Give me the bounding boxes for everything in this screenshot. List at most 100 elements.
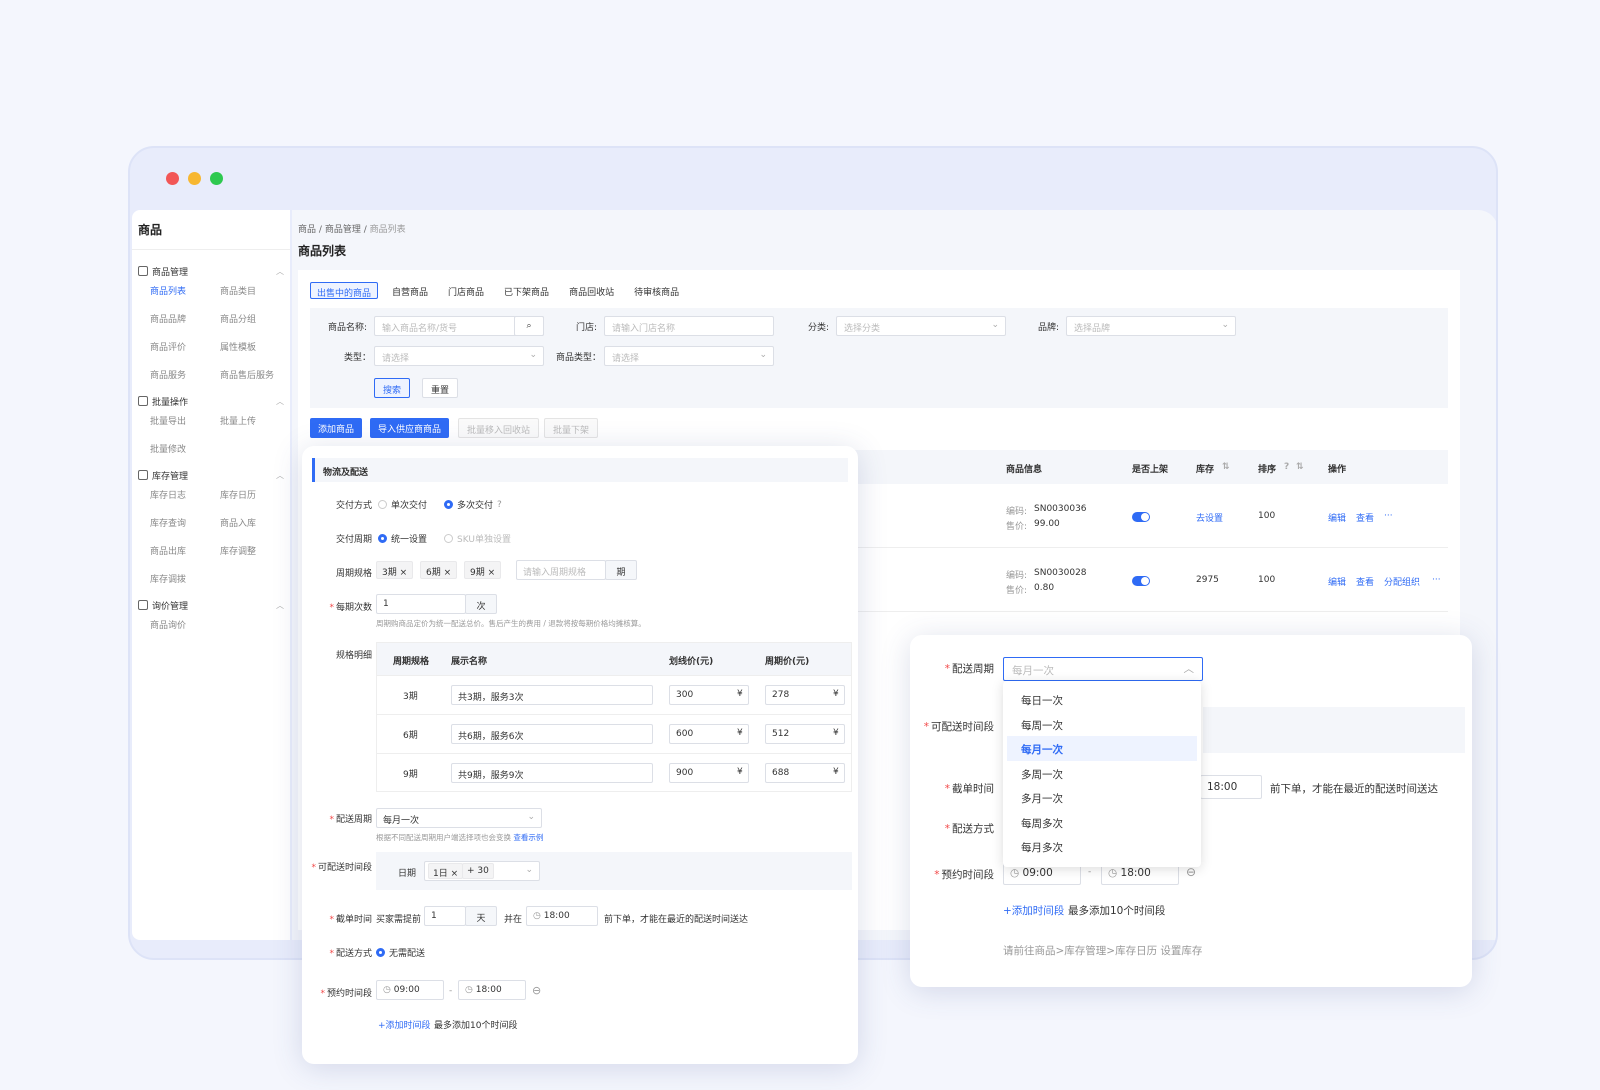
display-name-input[interactable]: 共6期，服务6次 (451, 724, 653, 744)
add-slot-link[interactable]: +添加时间段 (378, 1021, 431, 1031)
sidebar-item[interactable]: 商品品牌 (150, 315, 187, 325)
sidebar-item[interactable]: 批量导出 (150, 417, 187, 427)
sidebar-group-goods[interactable]: 商品管理 ︿ (132, 262, 290, 280)
sort-icon[interactable]: ⇅ (1296, 462, 1304, 472)
cycle-price-input[interactable]: 278 (765, 685, 845, 705)
remove-icon[interactable]: ⊖ (532, 984, 542, 997)
sort-icon[interactable]: ⇅ (1222, 462, 1230, 472)
sidebar-item[interactable]: 商品服务 (150, 371, 187, 381)
view-link[interactable]: 查看 (1356, 514, 1375, 524)
view-example-link[interactable]: 查看示例 (513, 833, 544, 842)
sidebar-item[interactable]: 批量上传 (220, 417, 257, 427)
search-icon[interactable]: ⌕ (514, 316, 544, 336)
sidebar-group-batch[interactable]: 批量操作 ︿ (132, 392, 290, 410)
cutoff-time-input[interactable]: ◷ 18:00 (526, 906, 598, 926)
edit-link[interactable]: 编辑 (1328, 514, 1347, 524)
clock-icon: ◷ (1010, 867, 1020, 879)
listing-toggle[interactable] (1132, 576, 1150, 586)
tab-store[interactable]: 门店商品 (448, 288, 485, 298)
spec-tag[interactable]: 6期 × (420, 561, 458, 579)
batch-offshelf-button[interactable]: 批量下架 (544, 418, 599, 438)
sidebar-item[interactable]: 批量修改 (150, 445, 187, 455)
maximize-dot[interactable] (210, 172, 223, 185)
add-slot-link[interactable]: +添加时间段 (1003, 905, 1065, 917)
cutoff-days-input[interactable]: 1 (424, 906, 466, 926)
close-icon[interactable]: × (487, 568, 496, 578)
sidebar-group-stock[interactable]: 库存管理 ︿ (132, 466, 290, 484)
close-icon[interactable]: × (443, 568, 452, 578)
spec-input[interactable]: 请输入周期规格 (516, 560, 606, 580)
single-delivery-radio[interactable]: 单次交付 (378, 498, 427, 511)
dropdown-option[interactable]: 每月多次 (1021, 842, 1063, 854)
sidebar-item[interactable]: 库存查询 (150, 519, 187, 529)
dropdown-option[interactable]: 每周多次 (1021, 817, 1063, 830)
sidebar-item[interactable]: 商品列表 (150, 287, 187, 297)
dropdown-option[interactable]: 多周一次 (1021, 768, 1063, 781)
brand-select[interactable]: 选择品牌 ⌄ (1066, 316, 1236, 336)
display-name-input[interactable]: 共3期，服务3次 (451, 685, 653, 705)
dropdown-option-selected[interactable]: 每月一次 (1007, 736, 1197, 761)
search-button[interactable]: 搜索 (374, 378, 411, 398)
sku-radio[interactable]: SKU单独设置 (444, 532, 511, 545)
sidebar-item[interactable]: 商品出库 (150, 547, 187, 557)
sidebar-item[interactable]: 库存调整 (220, 547, 257, 557)
dropdown-option[interactable]: 每日一次 (1021, 695, 1063, 707)
spec-tag[interactable]: 3期 × (376, 561, 414, 579)
period-select[interactable]: 每月一次 ︿ (1003, 657, 1203, 681)
period-select[interactable]: 每月一次 ⌄ (376, 808, 542, 828)
cycle-price-input[interactable]: 688 (765, 763, 845, 783)
edit-link[interactable]: 编辑 (1328, 578, 1347, 588)
no-ship-radio[interactable]: 无需配送 (376, 946, 425, 959)
spec-tag[interactable]: 9期 × (464, 561, 502, 579)
view-link[interactable]: 查看 (1356, 578, 1375, 588)
display-name-input[interactable]: 共9期，服务9次 (451, 763, 653, 783)
date-select[interactable]: 1日 × + 30 ⌄ (424, 861, 540, 881)
listing-toggle[interactable] (1132, 512, 1150, 522)
sidebar-item[interactable]: 商品类目 (220, 287, 257, 297)
product-type-select[interactable]: 请选择 ⌄ (604, 346, 774, 366)
import-supplier-button[interactable]: 导入供应商商品 (370, 418, 450, 438)
close-dot[interactable] (166, 172, 179, 185)
assign-org-link[interactable]: 分配组织 (1384, 578, 1421, 588)
tab-off-shelf[interactable]: 已下架商品 (504, 288, 550, 298)
sidebar-item[interactable]: 属性模板 (220, 343, 257, 353)
sidebar-item[interactable]: 库存日志 (150, 491, 187, 501)
sidebar-item[interactable]: 商品评价 (150, 343, 187, 353)
sidebar-item[interactable]: 库存日历 (220, 491, 257, 501)
remove-icon[interactable]: ⊖ (1186, 865, 1197, 879)
set-stock-link[interactable]: 去设置 (1196, 514, 1224, 524)
tab-on-sale[interactable]: 出售中的商品 (310, 282, 379, 299)
batch-recycle-button[interactable]: 批量移入回收站 (458, 418, 540, 438)
times-input[interactable]: 1 (376, 594, 466, 614)
multi-delivery-radio[interactable]: 多次交付? (444, 498, 502, 511)
sidebar-item[interactable]: 商品售后服务 (220, 371, 275, 381)
tab-pending[interactable]: 待审核商品 (634, 288, 680, 298)
sidebar-item[interactable]: 库存调拨 (150, 575, 187, 585)
sidebar-group-inquiry[interactable]: 询价管理 ︿ (132, 596, 290, 614)
add-product-button[interactable]: 添加商品 (310, 418, 363, 438)
category-select[interactable]: 选择分类 ⌄ (836, 316, 1006, 336)
more-icon[interactable]: ··· (1384, 511, 1393, 521)
dropdown-option[interactable]: 多月一次 (1021, 793, 1063, 805)
reset-button[interactable]: 重置 (422, 378, 459, 398)
tab-self-run[interactable]: 自营商品 (392, 288, 429, 298)
tab-recycle[interactable]: 商品回收站 (569, 288, 615, 298)
more-icon[interactable]: ··· (1432, 575, 1441, 585)
orig-price-input[interactable]: 900 (669, 763, 749, 783)
cutoff-time-input[interactable]: 18:00 (1200, 775, 1262, 799)
unified-radio[interactable]: 统一设置 (378, 532, 427, 545)
dropdown-option[interactable]: 每周一次 (1021, 719, 1063, 732)
sidebar-item[interactable]: 商品分组 (220, 315, 257, 325)
cycle-price-input[interactable]: 512 (765, 724, 845, 744)
appt-start-input[interactable]: ◷ 09:00 (376, 980, 444, 1000)
sidebar-item[interactable]: 商品询价 (150, 621, 187, 631)
orig-price-input[interactable]: 600 (669, 724, 749, 744)
minimize-dot[interactable] (188, 172, 201, 185)
type-select[interactable]: 请选择 ⌄ (374, 346, 544, 366)
name-input[interactable]: 输入商品名称/货号 (374, 316, 544, 336)
orig-price-input[interactable]: 300 (669, 685, 749, 705)
close-icon[interactable]: × (399, 568, 408, 578)
sidebar-item[interactable]: 商品入库 (220, 519, 257, 529)
appt-end-input[interactable]: ◷ 18:00 (458, 980, 526, 1000)
store-input[interactable]: 请输入门店名称 (604, 316, 774, 336)
